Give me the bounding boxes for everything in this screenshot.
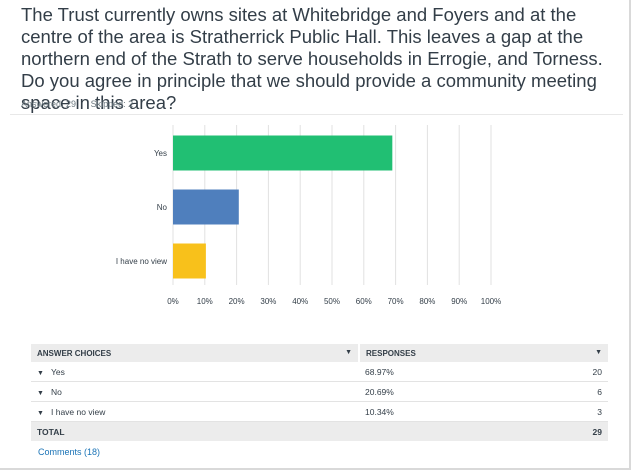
bar-yes — [173, 135, 393, 171]
question-text: The Trust currently owns sites at Whiteb… — [21, 4, 603, 113]
skipped-count: Skipped: 2 — [90, 99, 134, 109]
x-tick-label: 30% — [260, 297, 276, 306]
comments-link[interactable]: Comments (18) — [38, 447, 101, 457]
sort-caret-icon[interactable]: ▼ — [345, 348, 352, 356]
total-label: TOTAL — [31, 421, 359, 441]
percent-cell: 20.69% — [359, 381, 523, 402]
x-tick-label: 70% — [388, 297, 404, 306]
expand-caret-icon[interactable]: ▼ — [37, 389, 44, 397]
percent-cell: 68.97% — [359, 362, 523, 382]
percent-cell: 10.34% — [359, 401, 523, 422]
x-tick-label: 10% — [197, 297, 213, 306]
bar-i-have-no-view — [173, 243, 206, 279]
answer-table: ANSWER CHOICES ▼ RESPONSES ▼ ▼ Yes 68.97%… — [31, 344, 608, 441]
response-stats: Answered: 29 Skipped: 2 — [21, 99, 145, 109]
x-tick-label: 40% — [292, 297, 308, 306]
category-label: I have no view — [116, 257, 167, 266]
total-row: TOTAL 29 — [31, 421, 608, 441]
table-row: ▼ Yes 68.97% 20 — [31, 362, 608, 382]
category-label: No — [157, 203, 168, 212]
x-tick-label: 100% — [481, 297, 501, 306]
choice-cell[interactable]: ▼ Yes — [31, 362, 359, 382]
choice-cell[interactable]: ▼ No — [31, 381, 359, 402]
responses-header[interactable]: RESPONSES ▼ — [358, 344, 608, 362]
x-tick-label: 80% — [419, 297, 435, 306]
sort-caret-icon[interactable]: ▼ — [595, 348, 602, 356]
answered-count: Answered: 29 — [21, 99, 77, 109]
x-tick-label: 20% — [229, 297, 245, 306]
table-row: ▼ No 20.69% 6 — [31, 381, 608, 402]
choice-cell[interactable]: ▼ I have no view — [31, 401, 359, 422]
expand-caret-icon[interactable]: ▼ — [37, 409, 44, 417]
x-tick-label: 0% — [167, 297, 179, 306]
category-label: Yes — [154, 149, 167, 158]
x-tick-label: 60% — [356, 297, 372, 306]
x-tick-label: 50% — [324, 297, 340, 306]
expand-caret-icon[interactable]: ▼ — [37, 369, 44, 377]
answer-choices-header[interactable]: ANSWER CHOICES ▼ — [31, 344, 359, 362]
count-cell: 6 — [522, 381, 608, 402]
x-tick-label: 90% — [451, 297, 467, 306]
bar-no — [173, 189, 239, 225]
count-cell: 3 — [522, 401, 608, 422]
bar-chart: 0% 10% 20% 30% 40% 50% 60% 70% 80% 90% 100% Yes No I … — [116, 125, 501, 306]
count-cell: 20 — [522, 362, 608, 382]
table-row: ▼ I have no view 10.34% 3 — [31, 401, 608, 422]
total-count: 29 — [522, 421, 608, 441]
divider — [10, 114, 623, 115]
